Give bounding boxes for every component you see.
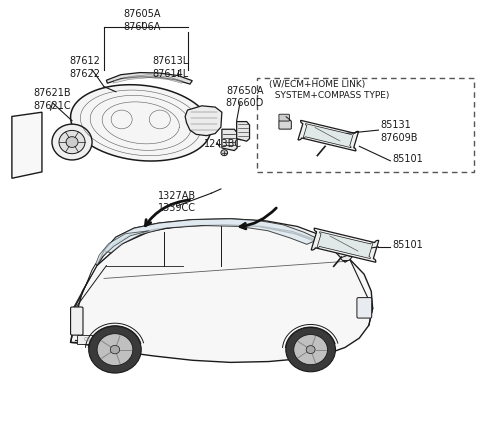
Polygon shape [104, 219, 319, 253]
Polygon shape [71, 85, 211, 161]
Text: (W/ECM+HOME LINK)
  SYSTEM+COMPASS TYPE): (W/ECM+HOME LINK) SYSTEM+COMPASS TYPE) [269, 80, 389, 100]
Polygon shape [340, 255, 352, 260]
Polygon shape [311, 228, 379, 262]
Polygon shape [107, 73, 192, 84]
FancyBboxPatch shape [279, 114, 289, 121]
Text: 87621B
87621C: 87621B 87621C [34, 88, 72, 111]
Circle shape [294, 335, 327, 365]
Circle shape [89, 326, 141, 373]
Polygon shape [72, 263, 97, 313]
Circle shape [306, 346, 315, 353]
Circle shape [286, 327, 336, 372]
FancyBboxPatch shape [77, 335, 103, 344]
Circle shape [52, 124, 92, 160]
Text: 85101: 85101 [393, 154, 423, 164]
Text: OOO: OOO [84, 337, 96, 342]
Text: 87613L
87614L: 87613L 87614L [153, 56, 189, 79]
Text: 87612
87622: 87612 87622 [70, 56, 100, 79]
Polygon shape [303, 124, 353, 148]
Text: 1243BC: 1243BC [204, 139, 242, 149]
FancyBboxPatch shape [71, 307, 83, 335]
Polygon shape [71, 224, 372, 363]
FancyBboxPatch shape [357, 298, 372, 318]
Polygon shape [185, 106, 222, 136]
Polygon shape [222, 129, 237, 151]
FancyBboxPatch shape [279, 121, 291, 129]
Text: 85131
87609B: 85131 87609B [381, 120, 418, 142]
Circle shape [66, 137, 78, 148]
Circle shape [110, 345, 120, 354]
Polygon shape [97, 219, 350, 266]
Text: 87605A
87606A: 87605A 87606A [123, 9, 161, 32]
Polygon shape [113, 75, 183, 83]
Circle shape [59, 130, 85, 154]
Polygon shape [96, 231, 149, 266]
Text: 85101: 85101 [393, 240, 423, 250]
Polygon shape [298, 121, 359, 151]
Circle shape [97, 334, 133, 366]
Text: 87650A
87660D: 87650A 87660D [226, 86, 264, 109]
Polygon shape [317, 232, 373, 259]
Circle shape [221, 150, 228, 156]
Text: 1327AB
1339CC: 1327AB 1339CC [158, 190, 196, 213]
Polygon shape [12, 112, 42, 178]
Polygon shape [237, 121, 250, 141]
